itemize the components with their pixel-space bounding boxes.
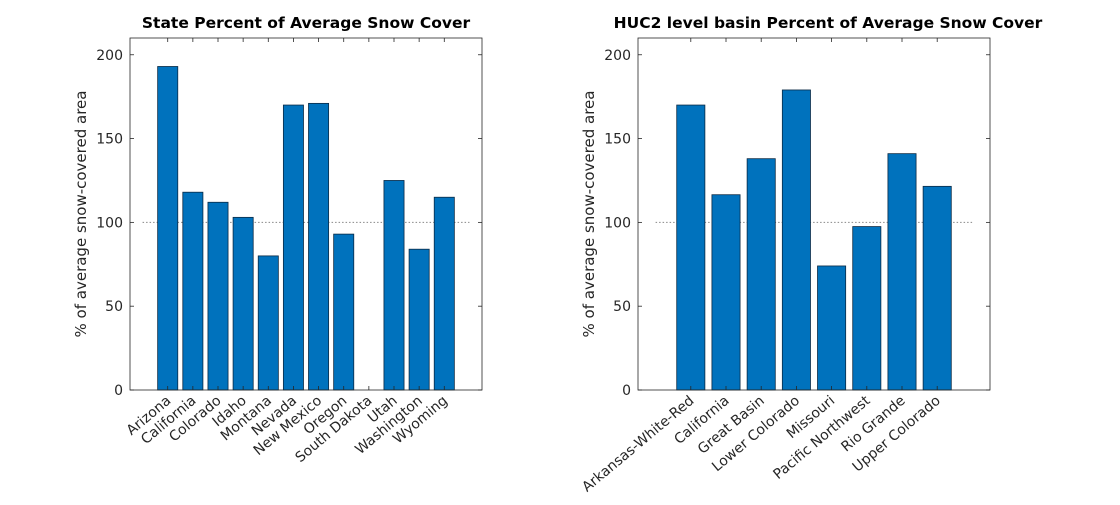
bar-new-mexico [308, 102, 330, 391]
bar-idaho [232, 216, 254, 391]
y-tick-label: 50 [105, 299, 123, 315]
bar-oregon [333, 233, 355, 391]
bar-california [711, 194, 741, 391]
bar-montana [257, 255, 279, 391]
bar-utah [383, 180, 405, 391]
y-axis-label: % of average snow-covered area [72, 91, 90, 338]
bar-wyoming [433, 196, 455, 391]
y-tick-label: 150 [604, 132, 631, 148]
basin-chart: HUC2 level basin Percent of Average Snow… [579, 14, 1042, 495]
y-tick-label: 100 [96, 215, 123, 231]
bar-pacific-northwest [852, 226, 882, 391]
state-chart: State Percent of Average Snow Cover % of… [72, 14, 483, 466]
bar-california [182, 191, 204, 391]
bar-arizona [157, 66, 179, 391]
bar-upper-colorado [922, 185, 952, 391]
y-tick-label: 0 [622, 383, 631, 399]
y-tick-label: 50 [613, 299, 631, 315]
bar-great-basin [746, 158, 776, 391]
bar-nevada [282, 104, 304, 391]
bar-missouri [817, 265, 847, 391]
y-tick-label: 200 [96, 48, 123, 64]
y-tick-label: 200 [604, 48, 631, 64]
chart-title: State Percent of Average Snow Cover [142, 14, 471, 32]
axes-box [129, 37, 483, 391]
y-tick-label: 100 [604, 215, 631, 231]
y-tick-label: 0 [114, 383, 123, 399]
bar-colorado [207, 201, 229, 391]
bar-rio-grande [887, 153, 917, 391]
bar-washington [408, 248, 430, 391]
bar-arkansas-white-red [676, 104, 706, 391]
chart-title: HUC2 level basin Percent of Average Snow… [614, 14, 1043, 32]
axes-box [637, 37, 991, 391]
y-axis-label: % of average snow-covered area [580, 91, 598, 338]
y-tick-label: 150 [96, 132, 123, 148]
bar-lower-colorado [781, 89, 811, 391]
